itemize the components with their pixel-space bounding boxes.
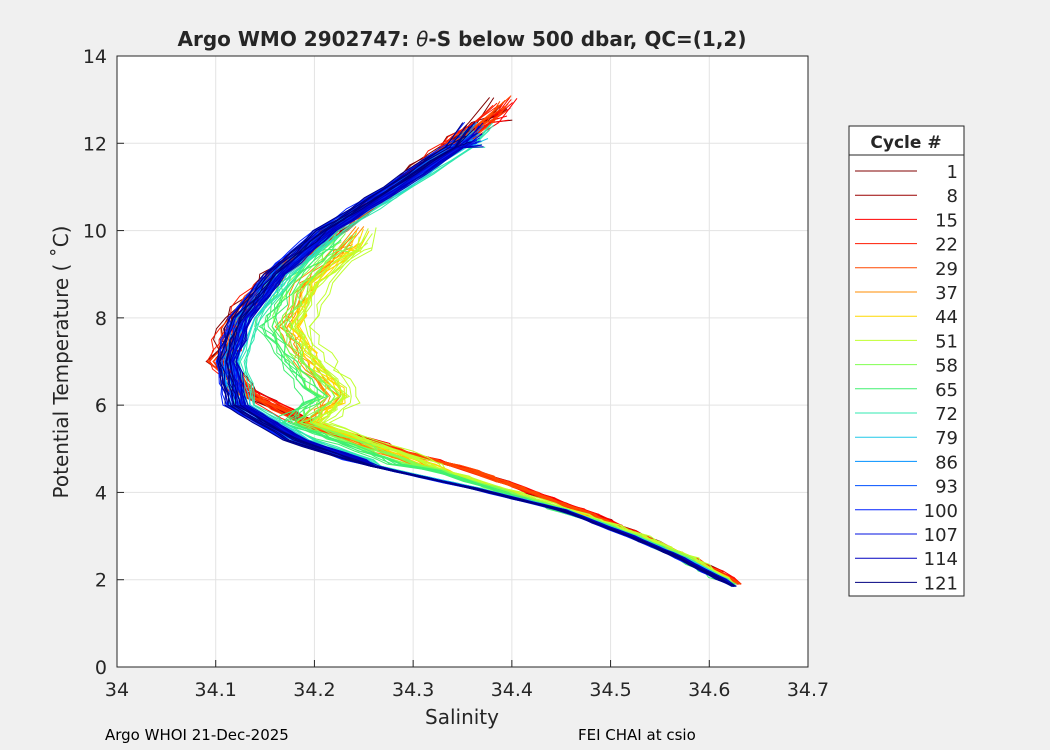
legend-label: 93 bbox=[935, 477, 958, 498]
y-tick-label: 12 bbox=[83, 133, 107, 155]
legend-label: 65 bbox=[935, 380, 958, 401]
x-tick-label: 34.1 bbox=[195, 679, 237, 701]
legend-label: 100 bbox=[924, 501, 958, 522]
series-121 bbox=[217, 121, 737, 587]
legend-label: 58 bbox=[935, 356, 958, 377]
y-axis-label: Potential Temperature ( ˚C) bbox=[49, 226, 73, 499]
legend-label: 29 bbox=[935, 259, 958, 280]
x-tick-label: 34.4 bbox=[491, 679, 533, 701]
x-tick-label: 34.6 bbox=[688, 679, 730, 701]
y-tick-label: 8 bbox=[95, 308, 107, 330]
legend-label: 79 bbox=[935, 428, 958, 449]
y-tick-label: 10 bbox=[83, 221, 107, 243]
legend-label: 37 bbox=[935, 283, 958, 304]
x-tick-label: 34.3 bbox=[392, 679, 434, 701]
legend-label: 121 bbox=[924, 573, 958, 594]
plot-border bbox=[116, 55, 809, 668]
series-line bbox=[232, 146, 735, 587]
x-tick-label: 34.2 bbox=[293, 679, 335, 701]
legend-title: Cycle # bbox=[870, 133, 941, 153]
y-tick-label: 6 bbox=[95, 395, 107, 417]
footer-left: Argo WHOI 21-Dec-2025 bbox=[105, 726, 289, 744]
legend-label: 114 bbox=[924, 549, 958, 570]
legend-label: 86 bbox=[935, 452, 958, 473]
x-tick-label: 34 bbox=[105, 679, 129, 701]
legend-label: 44 bbox=[935, 307, 958, 328]
series-line bbox=[217, 122, 735, 587]
legend-label: 1 bbox=[947, 162, 958, 183]
x-tick-label: 34.5 bbox=[589, 679, 631, 701]
footer-right: FEI CHAI at csio bbox=[578, 726, 696, 744]
x-tick-label: 34.7 bbox=[787, 679, 829, 701]
y-tick-label: 4 bbox=[95, 482, 107, 504]
chart-title: Argo WMO 2902747: θ-S below 500 dbar, QC… bbox=[178, 27, 747, 51]
legend-label: 72 bbox=[935, 404, 958, 425]
legend-label: 15 bbox=[935, 210, 958, 231]
series-line bbox=[235, 144, 734, 587]
y-tick-label: 2 bbox=[95, 570, 107, 592]
series-line bbox=[244, 124, 736, 587]
y-tick-label: 14 bbox=[83, 46, 107, 68]
x-axis-label: Salinity bbox=[425, 705, 499, 729]
legend-label: 8 bbox=[947, 186, 958, 207]
legend-label: 51 bbox=[935, 331, 958, 352]
legend: Cycle # 1 8 15 22 29 37 44 51 58 65 72 79 86 93 100 107… bbox=[848, 125, 965, 597]
legend-label: 22 bbox=[935, 235, 958, 256]
y-tick-label: 0 bbox=[95, 657, 107, 679]
series-line bbox=[308, 227, 735, 585]
legend-label: 107 bbox=[924, 525, 958, 546]
